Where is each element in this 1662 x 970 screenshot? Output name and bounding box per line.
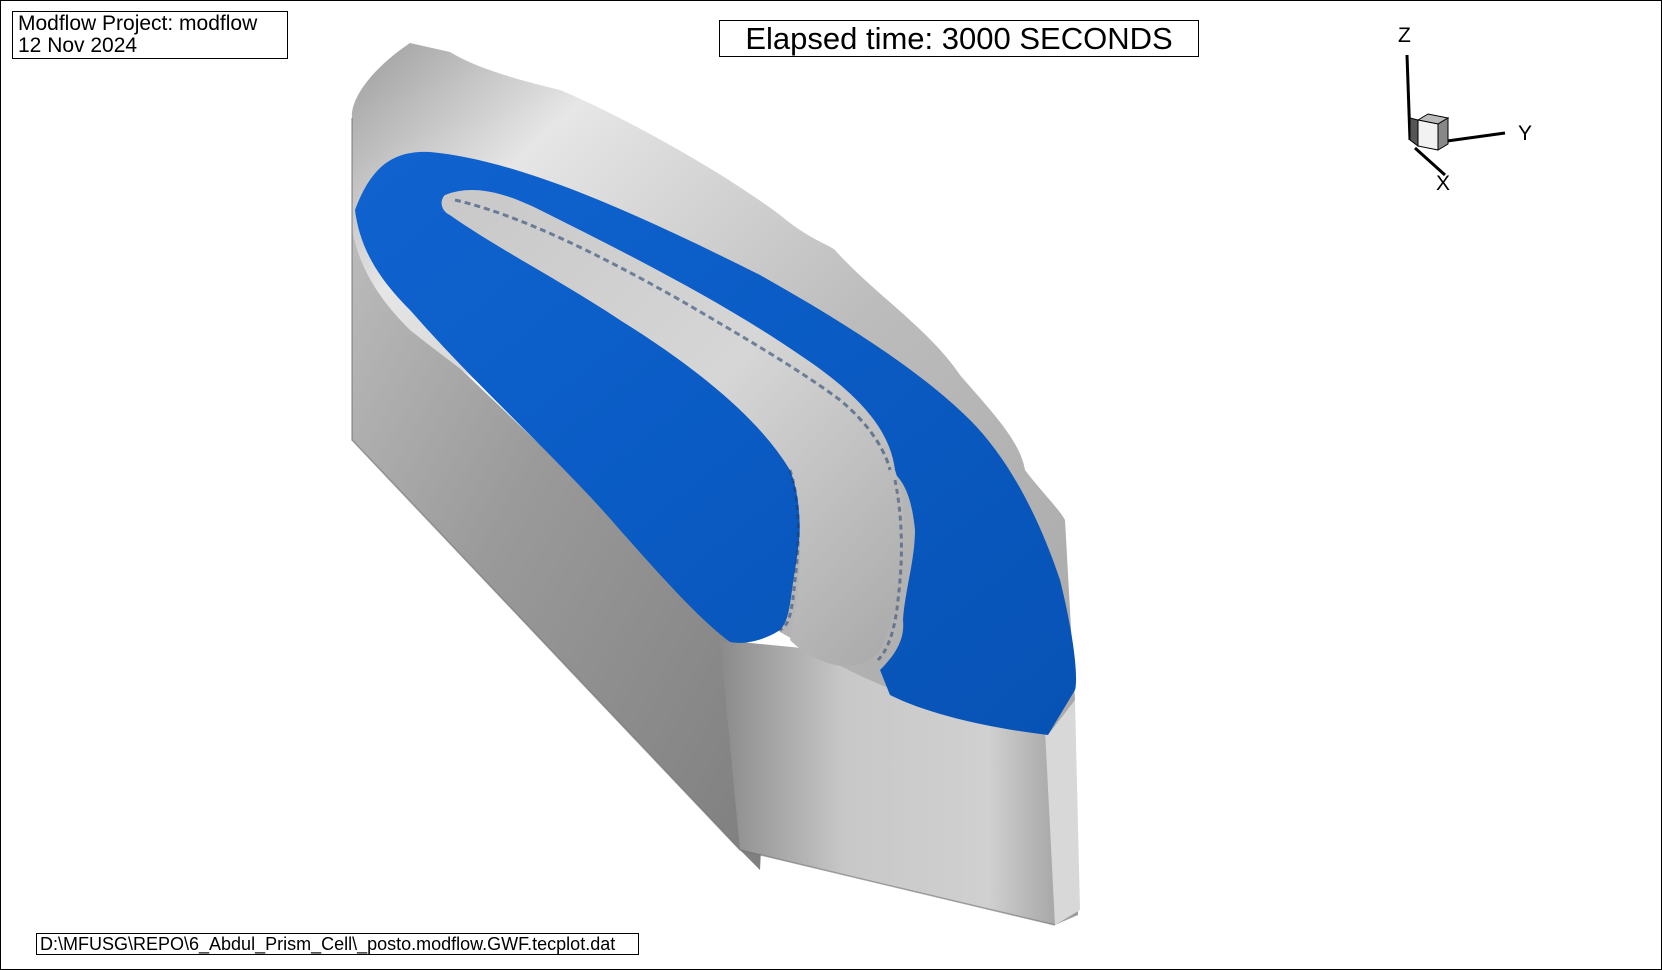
x-axis-label: X	[1436, 172, 1450, 195]
prism-right-face	[1045, 700, 1080, 925]
inner-edge-shadow	[454, 198, 892, 471]
x-axis-line	[1413, 146, 1447, 177]
data-file-path: D:\MFUSG\REPO\6_Abdul_Prism_Cell\_posto.…	[36, 933, 639, 955]
axis-cube-icon	[1409, 113, 1450, 151]
axis-triad: Z Y X	[1398, 24, 1532, 195]
blue-plume-band	[355, 151, 1077, 735]
y-axis-line	[1439, 131, 1506, 144]
prism-left-face	[352, 118, 770, 870]
z-axis-label: Z	[1398, 24, 1411, 47]
project-date: 12 Nov 2024	[18, 34, 138, 57]
inner-gray-channel	[441, 190, 905, 667]
y-axis-label: Y	[1518, 122, 1532, 145]
elapsed-time-label: Elapsed time: 3000 SECONDS	[719, 20, 1199, 57]
project-info-box: Modflow Project: modflow 12 Nov 2024	[12, 11, 288, 59]
project-title: Modflow Project: modflow	[18, 12, 258, 35]
prism-edge-line	[351, 118, 1056, 926]
